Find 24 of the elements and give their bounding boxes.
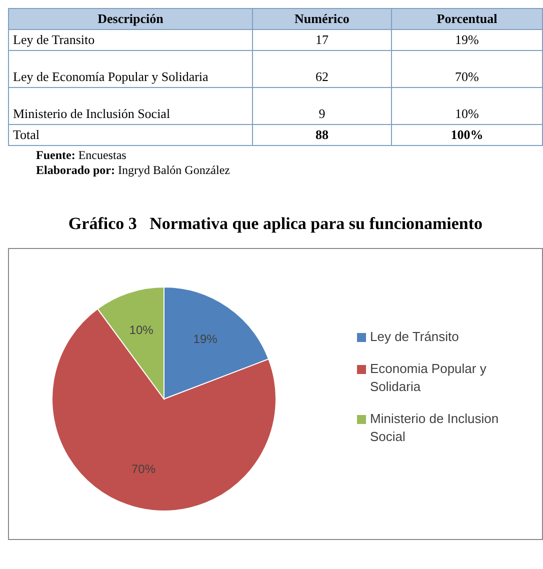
data-label: 100% — [391, 124, 542, 146]
text: Descripción — [8, 8, 252, 30]
text: Porcentual — [391, 8, 542, 30]
data-label: 9 — [252, 88, 392, 124]
text: Elaborado por: Ingryd Balón González — [36, 163, 230, 177]
category-label: Ley de Economía Popular y Solidaria — [8, 50, 252, 88]
chart-title: Gráfico 3 Normativa que aplica para su funcionamiento — [67, 214, 484, 234]
data-label: 70% — [131, 462, 156, 476]
source-note: Fuente: Encuestas — [36, 148, 126, 162]
data-label: 62 — [252, 50, 392, 88]
category-label: Ley de Transito — [8, 30, 252, 50]
data-label: 10% — [391, 88, 542, 124]
text: Numérico — [252, 8, 392, 30]
legend-label: Economia Popular y Solidaria — [370, 360, 488, 396]
legend-label: Ministerio de Inclusion Social — [370, 410, 500, 446]
data-label: 70% — [391, 50, 542, 88]
category-label: Ministerio de Inclusión Social — [8, 88, 252, 124]
data-label: 17 — [252, 30, 392, 50]
data-label: 88 — [252, 124, 392, 146]
data-label: 10% — [129, 322, 154, 337]
legend-label: Ley de Tránsito — [370, 328, 460, 346]
data-label: 19% — [391, 30, 542, 50]
data-label: 19% — [193, 332, 218, 346]
category-label: Total — [8, 124, 252, 146]
